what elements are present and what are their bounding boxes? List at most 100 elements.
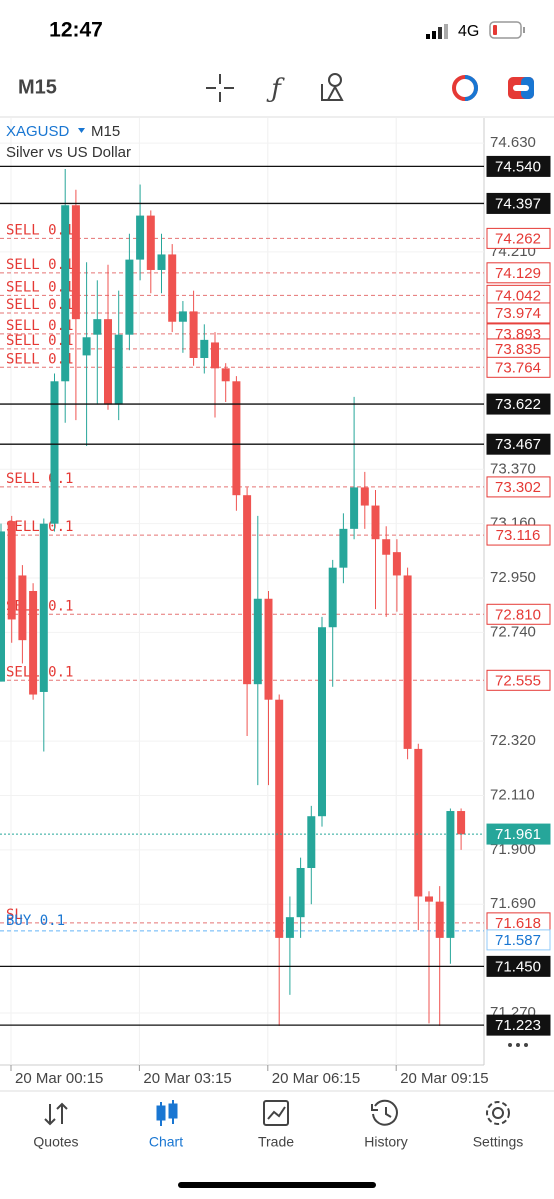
- order-text: SELL 0.1: [6, 318, 73, 334]
- order-price-label: 73.116: [496, 527, 541, 544]
- trade-icon[interactable]: [508, 77, 534, 99]
- order-price-label-box: [486, 227, 551, 249]
- candle-body: [457, 811, 466, 835]
- symbol-dropdown[interactable]: [78, 128, 85, 133]
- chart: 20 Mar 00:15 20 Mar 03:15 20 Mar 06:15 20 M…: [0, 118, 551, 1087]
- symbol-description: Silver vs US Dollar: [6, 144, 131, 161]
- candle-body: [318, 627, 326, 817]
- candle-body: [253, 598, 262, 685]
- order-price-label: 71.618: [495, 915, 541, 932]
- level-price-label-box: [486, 393, 551, 415]
- candle-body: [125, 259, 134, 335]
- candle-body: [414, 748, 423, 897]
- y-tick-label: 73.370: [490, 460, 536, 477]
- buy-order-text: BUY 0.1: [6, 913, 65, 929]
- more-icon[interactable]: [508, 1043, 528, 1047]
- order-text: SELL 0.1: [6, 279, 73, 295]
- candle-body: [211, 342, 219, 369]
- level-price-label: 74.540: [495, 158, 541, 175]
- order-text: SELL 0.1: [6, 257, 73, 273]
- quotes-icon[interactable]: [44, 1102, 68, 1126]
- x-tick-label: 20 Mar 06:15: [272, 1070, 360, 1087]
- chart-header: XAGUSD M15 Silver vs US Dollar: [6, 123, 131, 161]
- account-icon[interactable]: [452, 75, 478, 101]
- clock: 12:47: [49, 19, 103, 42]
- history-icon[interactable]: [371, 1099, 398, 1126]
- y-tick-label: 72.320: [490, 732, 536, 749]
- order-text: SELL 0.1: [6, 598, 73, 614]
- y-tick-label: 72.110: [490, 786, 535, 803]
- level-price-label-box: [486, 1014, 551, 1036]
- order-price-label: 73.835: [495, 341, 541, 358]
- level-price-label: 74.397: [495, 195, 541, 212]
- candle-body: [392, 552, 401, 576]
- nav-label[interactable]: Quotes: [33, 1134, 78, 1150]
- settings-icon[interactable]: [486, 1101, 510, 1125]
- candle-body: [189, 311, 198, 358]
- candle-body: [39, 523, 48, 692]
- nav-label[interactable]: Settings: [473, 1134, 524, 1150]
- chart-icon[interactable]: [156, 1100, 178, 1126]
- order-text: SELL 0.1: [6, 664, 73, 680]
- level-price-label-box: [486, 433, 551, 455]
- y-tick-label: 71.900: [490, 841, 536, 858]
- order-text: SL: [6, 907, 23, 923]
- order-text: SELL 0.1: [6, 471, 73, 487]
- signal-icon: [426, 24, 448, 39]
- y-tick-label: 74.630: [490, 134, 536, 151]
- candle-body: [403, 575, 412, 749]
- buy-price-label-box: [486, 929, 551, 951]
- candle-body: [285, 917, 294, 938]
- candle-body: [200, 339, 209, 358]
- level-price-label: 73.622: [495, 396, 541, 413]
- order-price-label-box: [486, 476, 551, 498]
- candle-body: [114, 334, 123, 405]
- candle-body: [382, 539, 391, 555]
- buy-price-label: 71.587: [495, 932, 541, 949]
- candle-body: [371, 505, 380, 540]
- status-bar: 12:47 4G: [49, 19, 525, 42]
- order-price-label-box: [486, 524, 551, 546]
- candle-body: [264, 598, 273, 700]
- candle-body: [275, 699, 284, 938]
- order-price-label: 73.764: [495, 359, 541, 376]
- current-price-label-box: [486, 823, 551, 845]
- candle-body: [435, 901, 444, 938]
- objects-icon[interactable]: [321, 73, 344, 101]
- candle-body: [18, 575, 27, 641]
- order-text: SELL 0.1: [6, 222, 73, 238]
- candle-body: [71, 205, 80, 320]
- candle-body: [93, 319, 102, 335]
- nav-label[interactable]: Trade: [258, 1134, 294, 1150]
- order-text: SELL 0.1: [6, 351, 73, 367]
- indicators-icon[interactable]: ƒ: [266, 74, 285, 104]
- nav-label[interactable]: Chart: [149, 1134, 183, 1150]
- y-tick-label: 72.950: [490, 569, 536, 586]
- bottom-nav: Quotes Chart Trade History Settings: [33, 1099, 524, 1150]
- nav-label[interactable]: History: [364, 1134, 408, 1150]
- order-price-label: 73.974: [495, 305, 541, 322]
- chart-timeframe: M15: [91, 123, 120, 140]
- y-tick-label: 71.690: [490, 895, 536, 912]
- candle-body: [29, 590, 38, 695]
- candle-body: [307, 816, 316, 868]
- toolbar: M15 ƒ: [18, 73, 534, 104]
- timeframe-button[interactable]: M15: [18, 76, 57, 98]
- trade-nav-icon[interactable]: [263, 1100, 289, 1126]
- crosshair-icon[interactable]: [206, 74, 234, 102]
- battery-icon: [489, 21, 525, 39]
- candle-body: [296, 867, 305, 918]
- candle-body: [221, 368, 230, 382]
- level-price-label: 71.223: [495, 1017, 541, 1034]
- order-price-label: 72.810: [495, 606, 541, 623]
- level-price-label-box: [486, 192, 551, 214]
- network: 4G: [458, 23, 479, 40]
- order-text: SELL 0.1: [6, 333, 73, 349]
- candle-body: [104, 319, 112, 405]
- candle-body: [328, 567, 337, 628]
- level-price-label-box: [486, 155, 551, 177]
- current-price-label: 71.961: [495, 826, 541, 843]
- home-indicator: [178, 1182, 376, 1188]
